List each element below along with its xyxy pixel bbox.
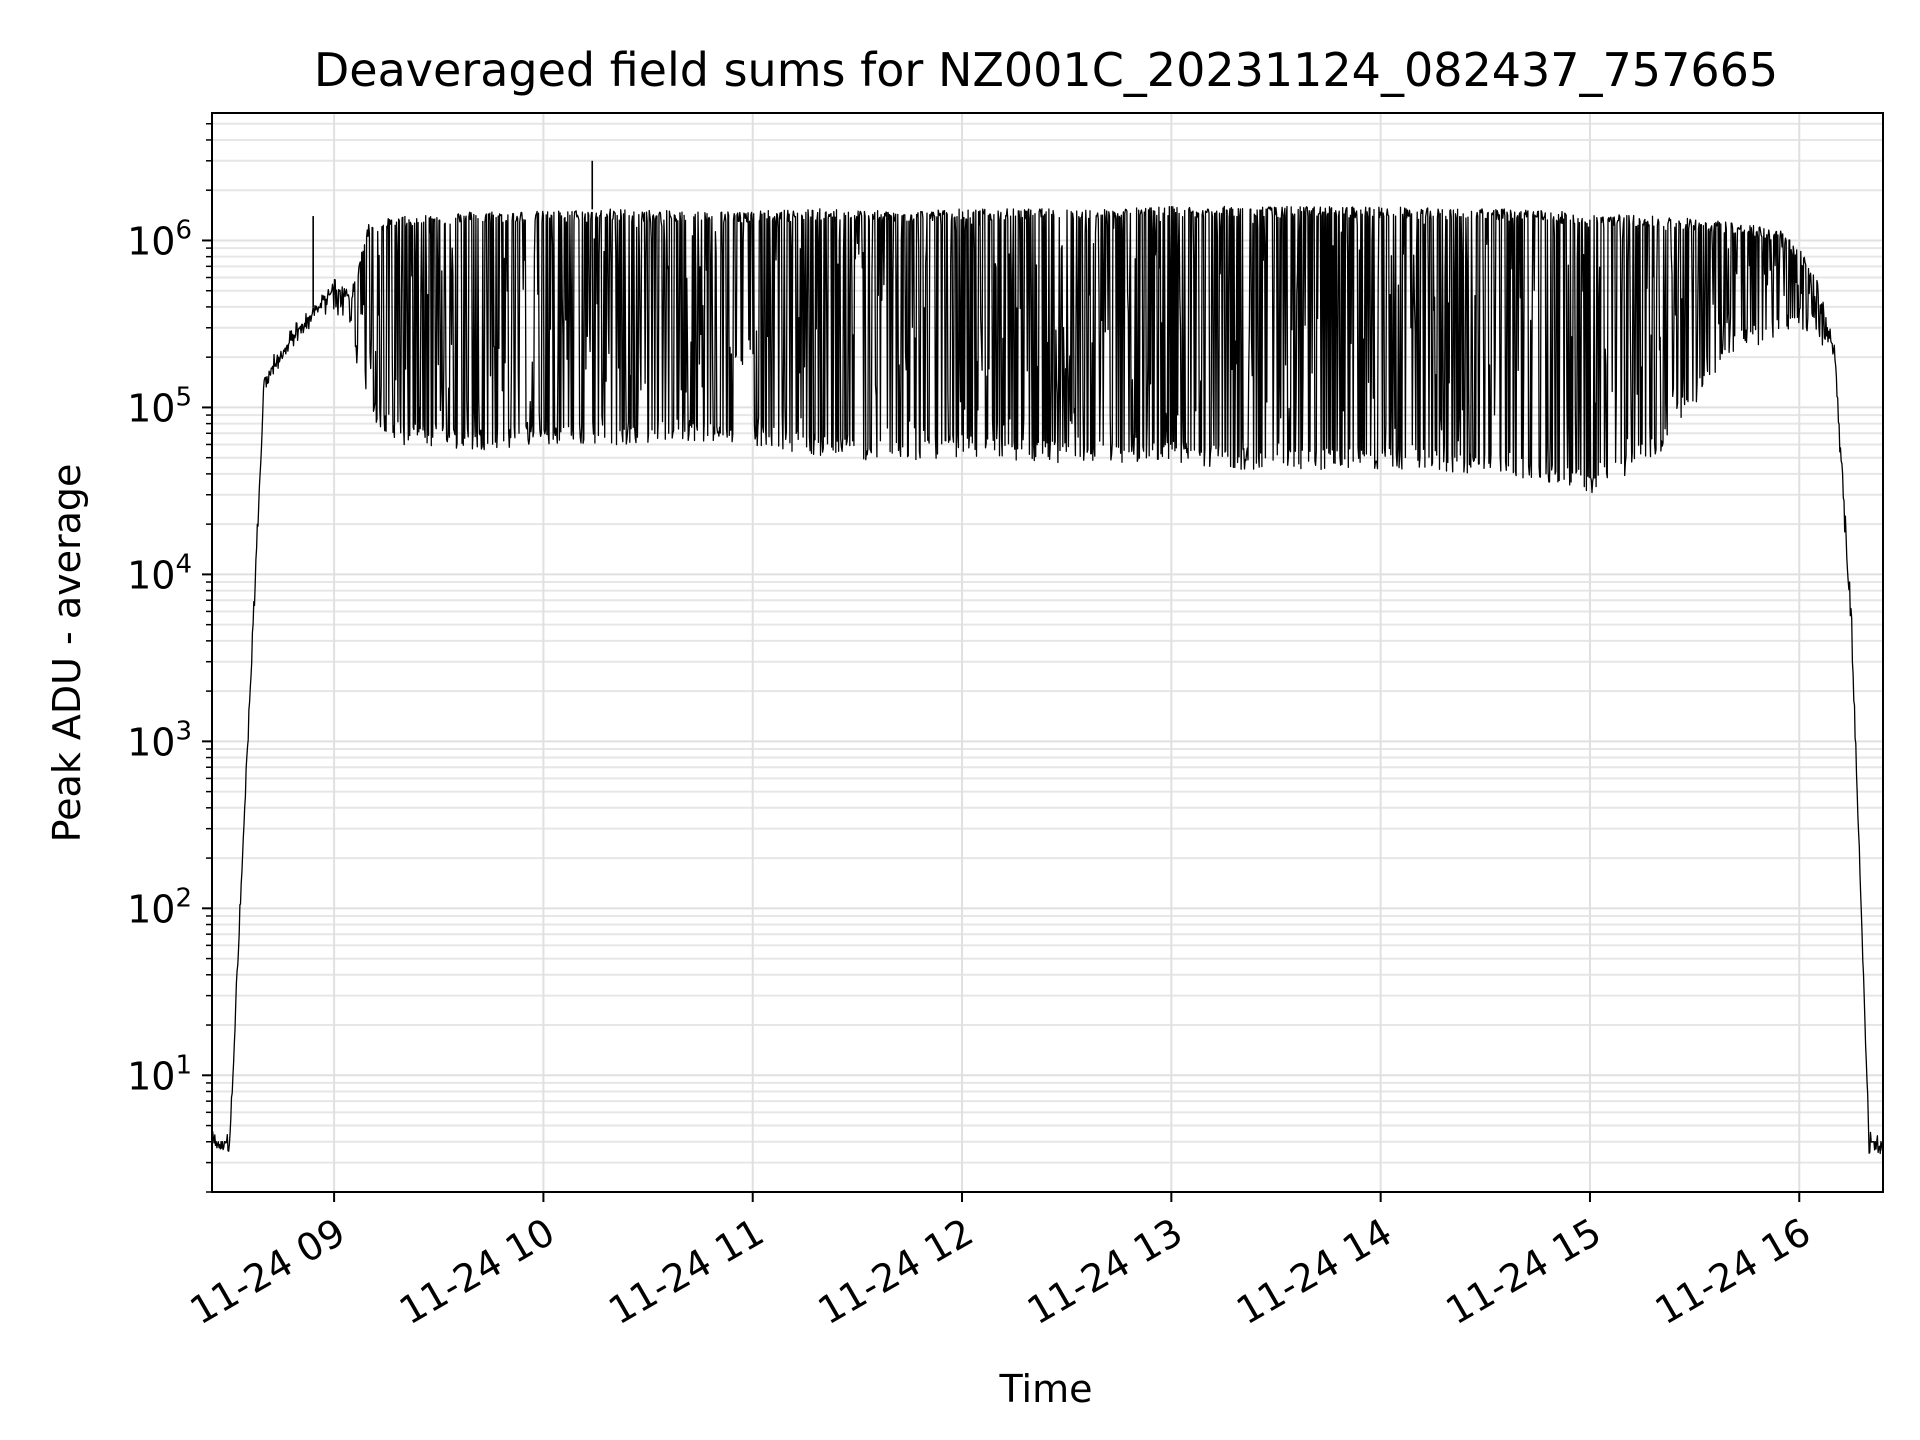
- y-axis-label: Peak ADU - average: [45, 464, 89, 843]
- chart-title: Deaveraged field sums for NZ001C_2023112…: [314, 43, 1778, 97]
- series-line: [211, 205, 1884, 1155]
- y-tick-label: 102: [127, 883, 192, 931]
- y-tick-label: 106: [127, 215, 192, 263]
- plot-area-frame: [211, 112, 1884, 1193]
- y-tick-label: 103: [127, 716, 192, 764]
- y-tick-label: 105: [127, 382, 192, 430]
- y-tick-label: 104: [127, 549, 192, 597]
- series-layer: [211, 160, 1884, 1155]
- x-axis-label: Time: [999, 1367, 1093, 1411]
- y-axis: 101 102 103 104 105 106: [127, 123, 212, 1193]
- y-tick-label: 101: [127, 1050, 192, 1098]
